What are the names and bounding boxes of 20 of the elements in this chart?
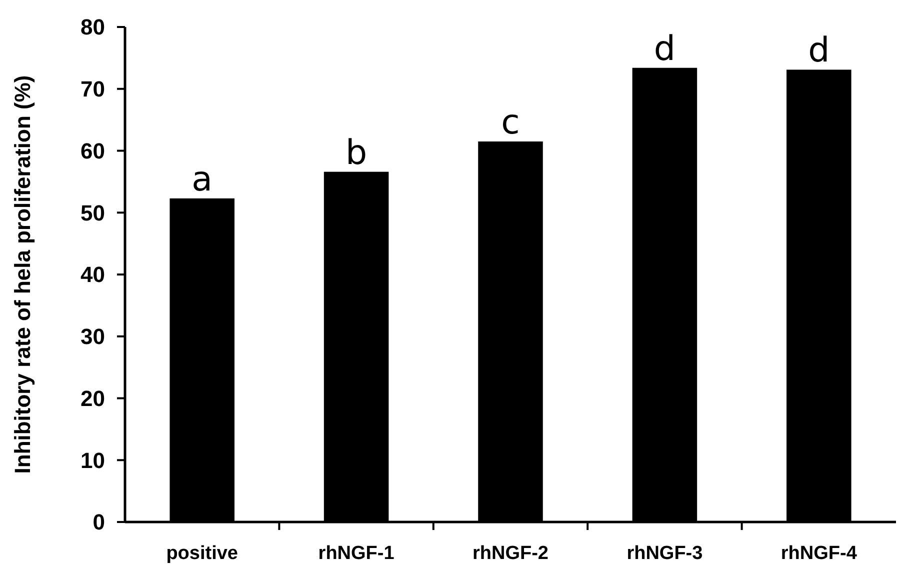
y-axis-title: Inhibitory rate of hela proliferation (%) bbox=[10, 75, 35, 474]
y-tick-label: 10 bbox=[80, 448, 105, 473]
annotation: b bbox=[346, 132, 368, 173]
x-tick-label: positive bbox=[166, 543, 238, 564]
annotation: c bbox=[501, 102, 520, 142]
annotation: d bbox=[808, 30, 830, 71]
y-tick-label: 60 bbox=[80, 138, 105, 164]
x-tick-label: rhNGF-3 bbox=[626, 543, 703, 564]
annotation: d bbox=[654, 28, 676, 69]
y-tick-label: 70 bbox=[80, 76, 105, 102]
y-tick-label: 0 bbox=[92, 510, 105, 535]
x-tick-label: rhNGF-2 bbox=[472, 543, 548, 564]
x-tick-label: rhNGF-4 bbox=[780, 543, 858, 564]
y-tick-label: 80 bbox=[80, 14, 105, 40]
y-tick-label: 20 bbox=[80, 386, 105, 411]
y-tick-label: 30 bbox=[80, 324, 105, 350]
y-tick-label: 40 bbox=[80, 262, 105, 288]
annotation: a bbox=[192, 159, 213, 200]
x-tick-label: rhNGF-1 bbox=[318, 543, 395, 564]
y-tick-label: 50 bbox=[80, 200, 105, 226]
